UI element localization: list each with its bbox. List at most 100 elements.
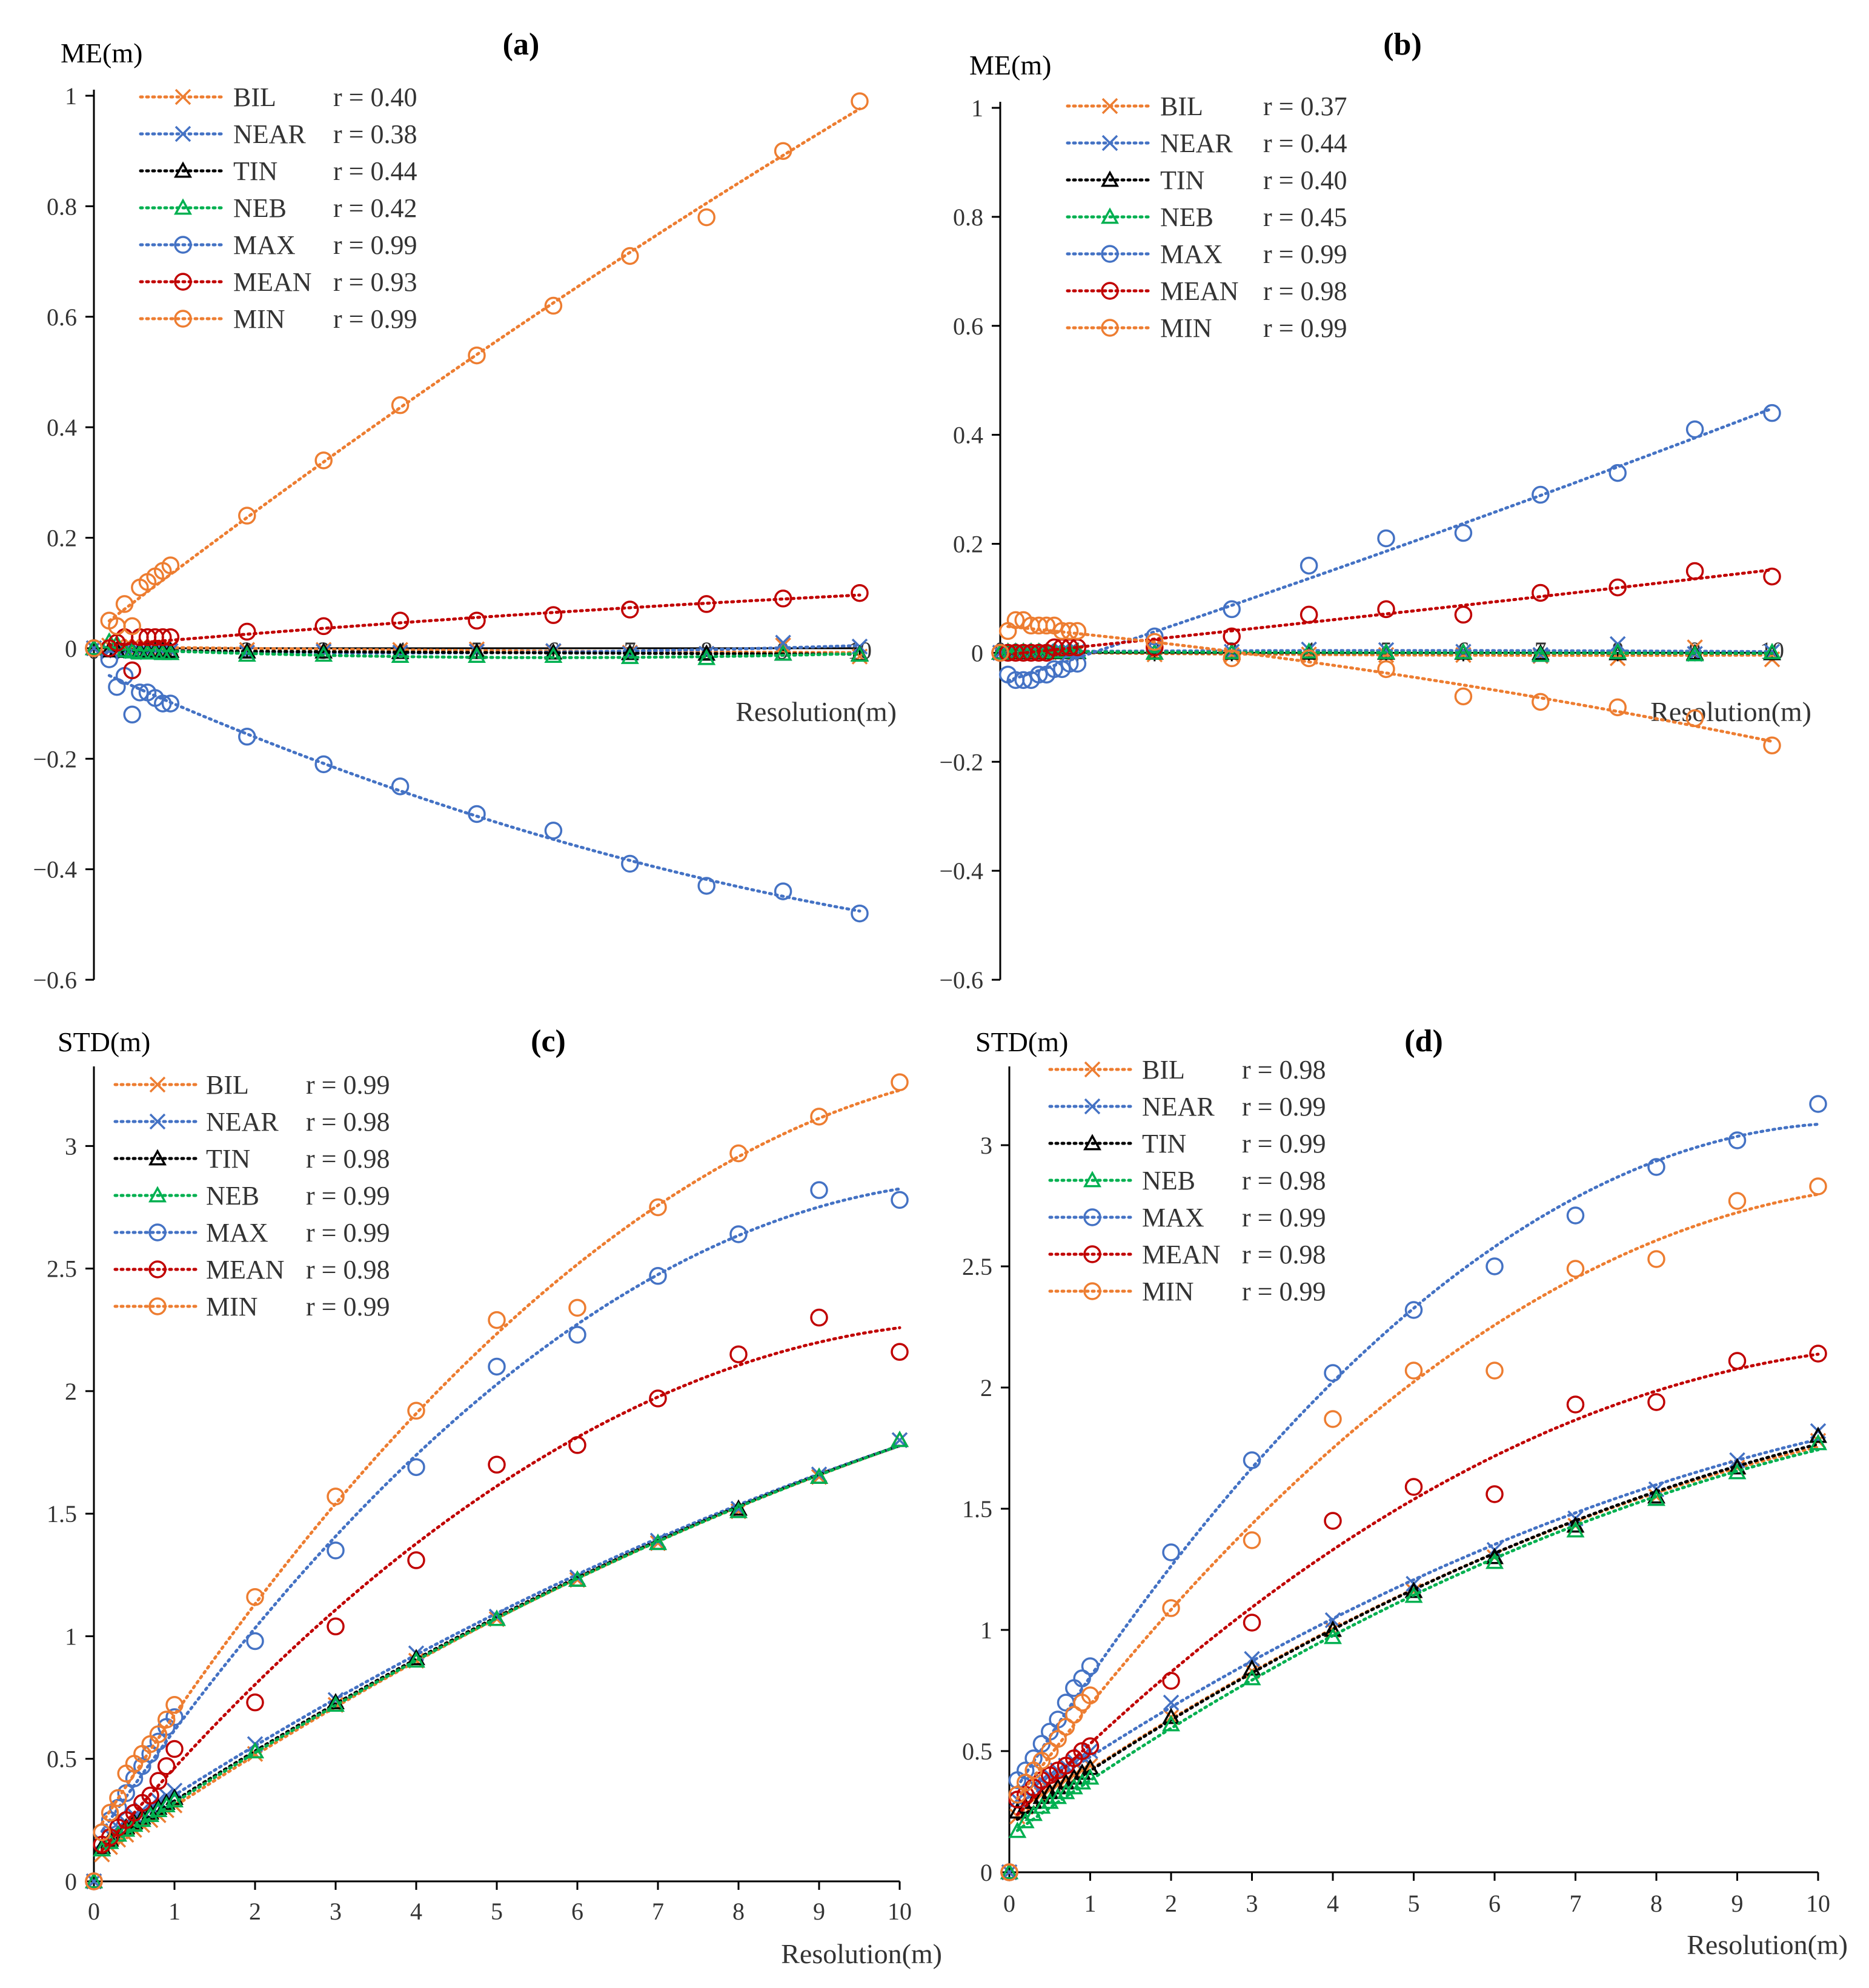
panel-title: (a) xyxy=(503,27,540,62)
data-point xyxy=(1146,633,1164,651)
legend-r-value: r = 0.93 xyxy=(333,267,417,297)
legend-marker xyxy=(174,88,191,105)
data-point xyxy=(649,1267,667,1285)
data-point xyxy=(1300,605,1318,624)
data-point xyxy=(314,642,333,659)
panel-a: −0.6−0.4−0.200.20.40.60.810 1 2 3 4 5 6 7 8 9 10(a… xyxy=(33,27,897,994)
data-point xyxy=(85,639,103,657)
data-point xyxy=(729,1501,748,1518)
data-point xyxy=(238,622,256,641)
trend-line xyxy=(1006,625,1774,743)
data-point xyxy=(93,1823,111,1841)
series-tin xyxy=(85,1431,909,1889)
data-point xyxy=(1049,1730,1067,1748)
data-point xyxy=(621,600,639,619)
data-point xyxy=(1809,1434,1827,1451)
x-axis-label: Resolution(m) xyxy=(781,1938,942,1969)
data-point xyxy=(774,644,792,661)
trend-line xyxy=(107,645,861,654)
y-axis-label: STD(m) xyxy=(58,1026,150,1057)
series-min xyxy=(85,1073,909,1890)
data-point xyxy=(488,1609,506,1626)
x-tick-label: 0 xyxy=(1003,1890,1015,1917)
legend-marker xyxy=(1083,1245,1101,1263)
legend-marker xyxy=(148,1223,167,1242)
data-point xyxy=(1404,1586,1423,1603)
data-point xyxy=(1006,611,1025,630)
y-axis-label: ME(m) xyxy=(61,38,142,68)
legend-marker xyxy=(174,198,192,215)
data-point xyxy=(238,507,256,525)
legend-marker xyxy=(174,273,192,291)
legend-item-neb: NEB r = 0.99 xyxy=(113,1181,390,1211)
data-point xyxy=(1404,1301,1423,1319)
data-point xyxy=(1728,1463,1747,1480)
x-tick-label: 5 xyxy=(1408,1890,1420,1917)
data-point xyxy=(391,396,410,414)
data-point xyxy=(774,882,792,900)
data-point xyxy=(314,617,333,636)
trend-line xyxy=(107,107,861,623)
data-point xyxy=(1040,1783,1059,1800)
data-point xyxy=(314,755,333,774)
y-tick-label: 1 xyxy=(971,95,983,122)
panel-title: (d) xyxy=(1404,1024,1443,1059)
data-point xyxy=(1300,556,1318,575)
legend-marker xyxy=(148,1149,167,1166)
data-point xyxy=(1163,1694,1180,1711)
legend-item-bil: BIL r = 0.99 xyxy=(113,1070,390,1100)
data-point xyxy=(1728,1192,1747,1210)
data-point xyxy=(1685,645,1704,662)
legend-item-max: MAX r = 0.99 xyxy=(1048,1203,1326,1232)
trend-line xyxy=(100,1088,901,1825)
trend-line xyxy=(1015,1448,1820,1832)
data-point xyxy=(1057,1718,1075,1736)
legend-r-value: r = 0.99 xyxy=(1242,1129,1326,1159)
data-point xyxy=(133,1757,151,1775)
data-point xyxy=(1008,1821,1027,1838)
legend-marker xyxy=(1101,319,1119,337)
series-mean xyxy=(85,583,869,680)
data-point xyxy=(1377,660,1395,679)
series-mean xyxy=(85,1308,909,1890)
data-point xyxy=(101,1803,119,1822)
data-point xyxy=(1064,1768,1083,1785)
x-tick-label: 4 xyxy=(410,1898,422,1925)
data-point xyxy=(1081,1737,1100,1755)
panel-b: −0.6−0.4−0.200.20.40.60.810 1 2 3 4 5 6 7 8 9 10(b… xyxy=(939,27,1811,994)
y-tick-label: −0.2 xyxy=(33,745,77,773)
data-point xyxy=(544,296,563,315)
data-point xyxy=(891,1343,909,1361)
data-point xyxy=(1000,1863,1018,1881)
data-point xyxy=(568,1570,586,1587)
data-point xyxy=(85,1872,103,1889)
data-point xyxy=(1454,642,1473,659)
data-point xyxy=(1162,1543,1180,1561)
data-point xyxy=(1162,1707,1180,1724)
data-point xyxy=(1324,1410,1342,1428)
series-mean xyxy=(1000,1345,1827,1881)
data-point xyxy=(1068,622,1087,640)
y-tick-label: 0.5 xyxy=(47,1746,77,1773)
trend-line xyxy=(1015,1122,1820,1789)
legend-label: MEAN xyxy=(206,1255,285,1285)
data-point xyxy=(810,1181,828,1199)
legend-item-mean: MEAN r = 0.93 xyxy=(139,267,417,297)
x-tick-label: 6 xyxy=(571,1898,583,1925)
legend-r-value: r = 0.98 xyxy=(1242,1240,1326,1269)
data-point xyxy=(314,645,333,662)
y-tick-label: 2 xyxy=(980,1374,992,1401)
x-tick-label: 3 xyxy=(330,1898,342,1925)
data-point xyxy=(1532,485,1550,504)
legend-item-bil: BIL r = 0.40 xyxy=(139,82,417,112)
legend-label: TIN xyxy=(206,1144,250,1174)
data-point xyxy=(161,556,180,574)
x-tick-label: 6 xyxy=(1489,1890,1501,1917)
y-tick-label: 1 xyxy=(65,82,77,110)
legend-item-near: NEAR r = 0.38 xyxy=(139,119,417,149)
legend-marker xyxy=(1083,1134,1101,1151)
data-point xyxy=(157,1795,176,1812)
data-point xyxy=(1728,1352,1747,1370)
series-neb xyxy=(85,632,869,665)
